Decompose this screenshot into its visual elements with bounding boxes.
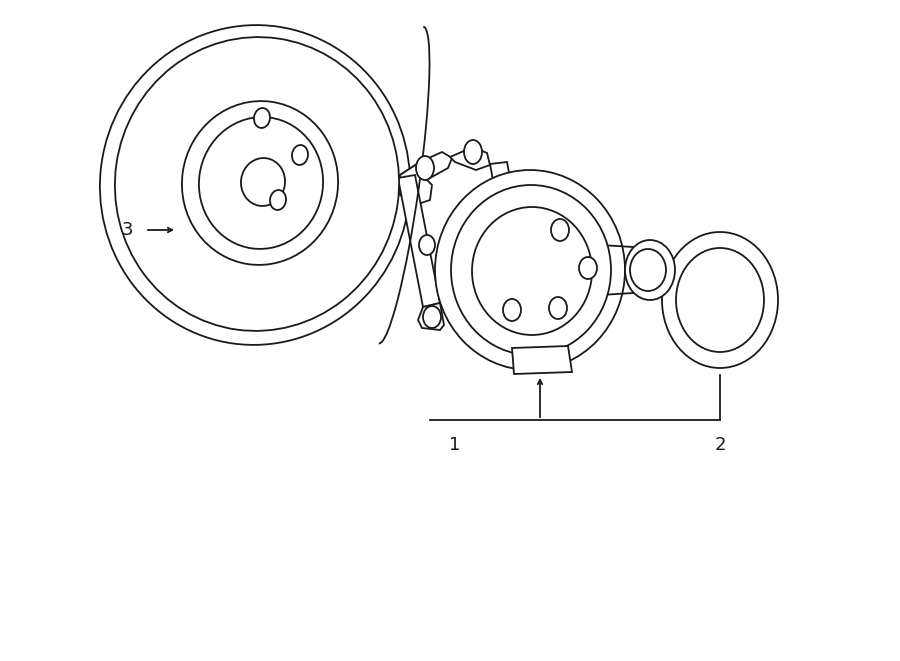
- Ellipse shape: [579, 257, 597, 279]
- Ellipse shape: [254, 108, 270, 128]
- Ellipse shape: [182, 101, 338, 265]
- Ellipse shape: [241, 158, 285, 206]
- Ellipse shape: [549, 297, 567, 319]
- Ellipse shape: [676, 248, 764, 352]
- Ellipse shape: [625, 240, 675, 300]
- Text: 1: 1: [449, 436, 461, 454]
- Ellipse shape: [419, 235, 435, 255]
- Ellipse shape: [100, 25, 410, 345]
- Ellipse shape: [662, 232, 778, 368]
- Ellipse shape: [451, 185, 611, 355]
- Ellipse shape: [416, 156, 434, 180]
- Ellipse shape: [435, 170, 625, 370]
- Ellipse shape: [199, 117, 323, 249]
- Ellipse shape: [551, 219, 569, 241]
- Ellipse shape: [630, 249, 666, 291]
- Polygon shape: [512, 346, 572, 374]
- Text: 2: 2: [715, 436, 725, 454]
- Ellipse shape: [503, 299, 521, 321]
- Ellipse shape: [292, 145, 308, 165]
- Ellipse shape: [270, 190, 286, 210]
- Text: 3: 3: [122, 221, 133, 239]
- Polygon shape: [398, 175, 440, 307]
- Polygon shape: [400, 162, 432, 205]
- Ellipse shape: [464, 140, 482, 164]
- Ellipse shape: [472, 207, 592, 335]
- Polygon shape: [400, 152, 452, 183]
- Ellipse shape: [115, 37, 399, 331]
- Polygon shape: [418, 303, 444, 330]
- Polygon shape: [490, 162, 530, 287]
- Polygon shape: [450, 147, 490, 170]
- Ellipse shape: [423, 306, 441, 328]
